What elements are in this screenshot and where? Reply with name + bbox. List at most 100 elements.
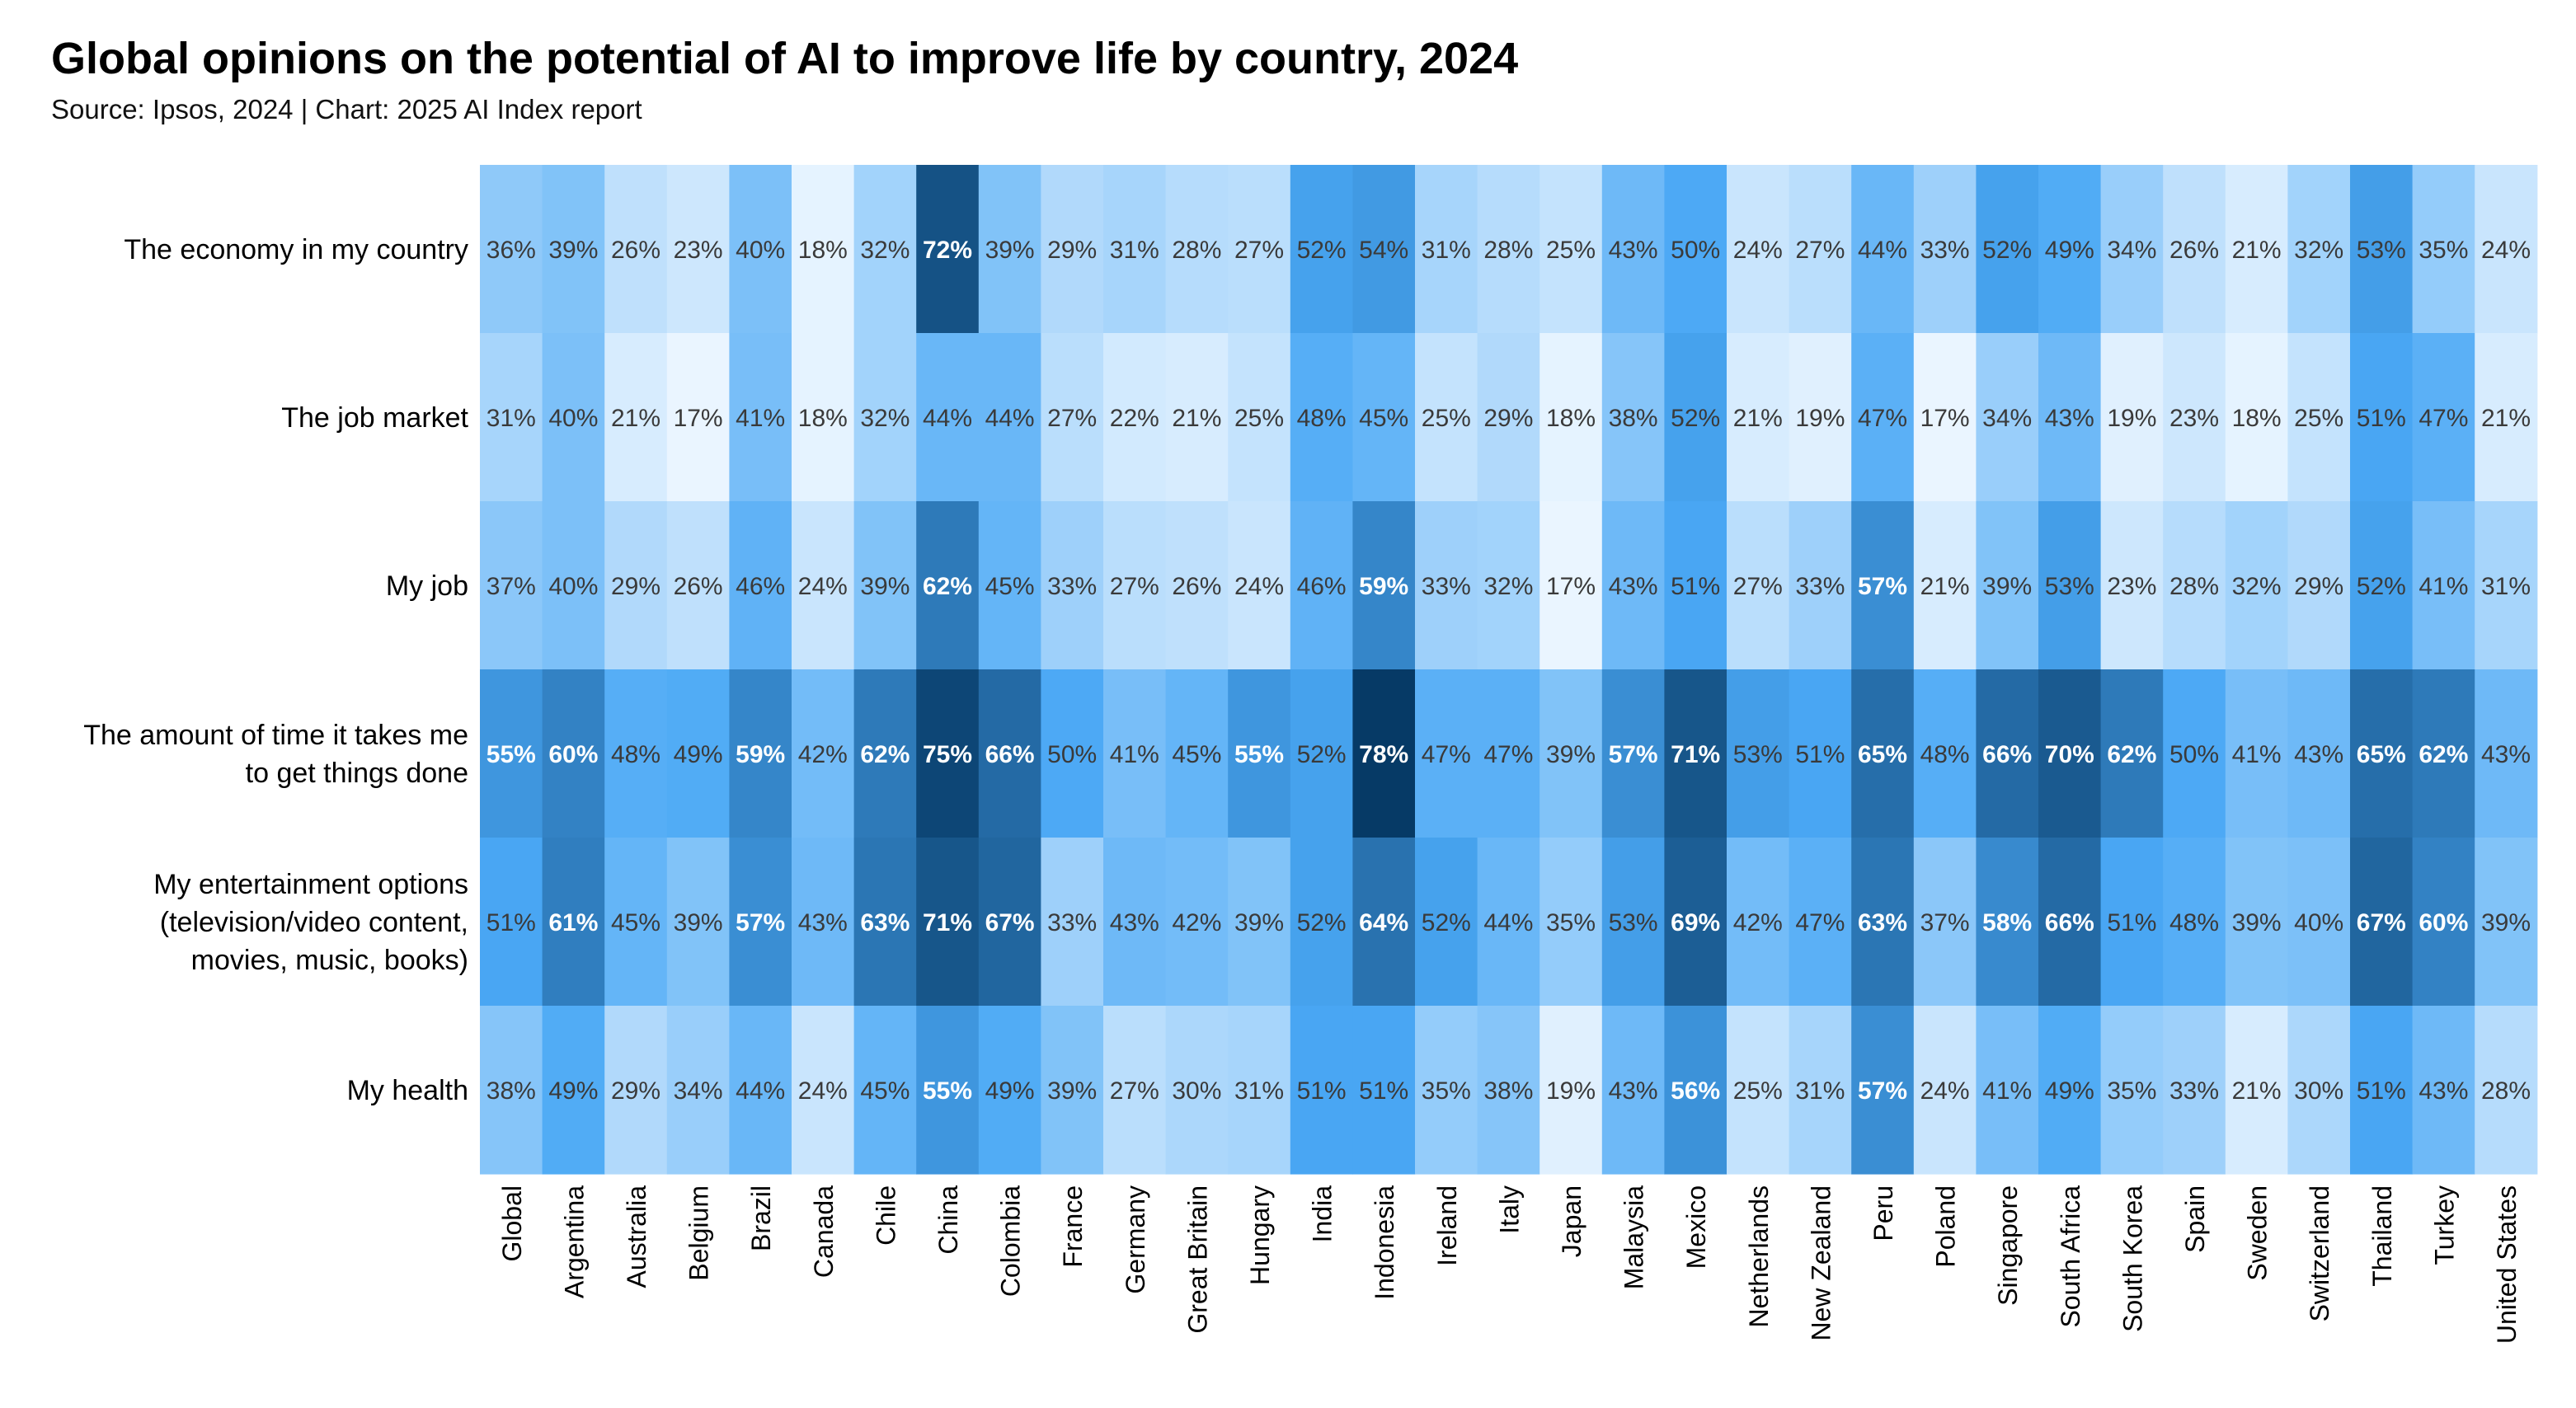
heatmap-cell <box>1228 838 1291 1007</box>
heatmap-cell <box>1789 669 1852 838</box>
heatmap-cell <box>1976 501 2039 670</box>
cell-value-label: 41% <box>2419 573 2468 600</box>
heatmap-cell <box>1601 501 1665 670</box>
column-label: India <box>1308 1185 1337 1243</box>
cell-value-label: 53% <box>2357 237 2406 264</box>
column-label: South Korea <box>2118 1185 2147 1332</box>
heatmap-cell <box>2287 1006 2351 1175</box>
cell-value-label: 63% <box>860 909 910 936</box>
heatmap-cell <box>1851 333 1915 502</box>
heatmap-cell <box>1539 165 1603 334</box>
cell-value-label: 43% <box>2481 741 2531 768</box>
heatmap-cell <box>2038 1006 2102 1175</box>
heatmap-cell <box>1976 333 2039 502</box>
cell-value-label: 27% <box>1047 405 1097 432</box>
heatmap-cell <box>1415 838 1478 1007</box>
heatmap-cell <box>2038 333 2102 502</box>
heatmap-cell <box>666 333 730 502</box>
cell-value-label: 57% <box>736 909 785 936</box>
cell-value-label: 45% <box>1359 405 1408 432</box>
heatmap-cell <box>1415 669 1478 838</box>
heatmap-cell <box>1041 501 1104 670</box>
heatmap-cell <box>1415 1006 1478 1175</box>
heatmap-cell <box>1228 1006 1291 1175</box>
cell-value-label: 49% <box>548 1077 598 1105</box>
cell-value-label: 66% <box>1982 741 2032 768</box>
heatmap-cell <box>2412 1006 2475 1175</box>
heatmap-cell <box>1913 501 1977 670</box>
cell-value-label: 60% <box>548 741 598 768</box>
column-label: France <box>1058 1185 1088 1268</box>
column-label: Great Britain <box>1182 1185 1212 1334</box>
heatmap-cell <box>729 501 792 670</box>
heatmap-cell <box>1664 838 1728 1007</box>
cell-value-label: 57% <box>1609 741 1658 768</box>
heatmap-cell <box>792 669 855 838</box>
heatmap-cell <box>1041 669 1104 838</box>
heatmap-cell <box>2163 165 2226 334</box>
cell-value-label: 45% <box>860 1077 910 1105</box>
column-label: Turkey <box>2429 1185 2459 1265</box>
cell-value-label: 25% <box>2294 405 2343 432</box>
cell-value-label: 34% <box>674 1077 723 1105</box>
heatmap-cell <box>1664 501 1728 670</box>
heatmap-cell <box>978 333 1041 502</box>
heatmap-cell <box>2225 669 2288 838</box>
cell-value-label: 28% <box>1483 237 1533 264</box>
cell-value-label: 21% <box>2232 1077 2282 1105</box>
heatmap-cell <box>2475 838 2538 1007</box>
cell-value-label: 40% <box>548 405 598 432</box>
column-label: Spain <box>2180 1185 2210 1253</box>
row-label: My health <box>347 1075 468 1106</box>
cell-value-label: 44% <box>1483 909 1533 936</box>
heatmap-cell <box>2475 333 2538 502</box>
cell-value-label: 39% <box>860 573 910 600</box>
column-label: Japan <box>1557 1185 1586 1257</box>
cell-value-label: 36% <box>487 237 536 264</box>
heatmap-cell <box>1228 501 1291 670</box>
cell-value-label: 30% <box>2294 1077 2343 1105</box>
cell-value-label: 29% <box>2294 573 2343 600</box>
heatmap-cell <box>1851 838 1915 1007</box>
cell-value-label: 24% <box>798 1077 848 1105</box>
chart-title: Global opinions on the potential of AI t… <box>51 34 1519 83</box>
cell-value-label: 32% <box>2232 573 2282 600</box>
cell-value-label: 61% <box>548 909 598 936</box>
heatmap-cell <box>916 669 980 838</box>
heatmap-cell <box>1290 1006 1353 1175</box>
cell-value-label: 42% <box>1733 909 1783 936</box>
heatmap-cell <box>1601 165 1665 334</box>
heatmap-cell <box>2412 165 2475 334</box>
heatmap-cell <box>1789 333 1852 502</box>
cell-value-label: 25% <box>1546 237 1596 264</box>
heatmap-cell <box>2287 838 2351 1007</box>
cell-value-label: 47% <box>1858 405 1907 432</box>
heatmap-cell <box>1789 1006 1852 1175</box>
cell-value-label: 44% <box>736 1077 785 1105</box>
heatmap-cell <box>666 501 730 670</box>
cell-value-label: 47% <box>1483 741 1533 768</box>
column-label: Thailand <box>2367 1185 2397 1287</box>
cell-value-label: 48% <box>1920 741 1970 768</box>
cell-value-label: 24% <box>1733 237 1783 264</box>
cell-value-label: 75% <box>923 741 972 768</box>
cell-value-label: 55% <box>487 741 536 768</box>
cell-value-label: 25% <box>1733 1077 1783 1105</box>
heatmap-cell <box>1352 669 1416 838</box>
cell-value-label: 17% <box>1920 405 1970 432</box>
heatmap-cell <box>1477 501 1540 670</box>
cell-value-label: 35% <box>1546 909 1596 936</box>
heatmap-cell <box>1352 333 1416 502</box>
heatmap-cell <box>792 165 855 334</box>
cell-value-label: 29% <box>1483 405 1533 432</box>
heatmap-cell <box>1913 669 1977 838</box>
heatmap-cell <box>2475 165 2538 334</box>
heatmap-cell <box>853 669 917 838</box>
cell-value-label: 59% <box>736 741 785 768</box>
heatmap-cell <box>1539 333 1603 502</box>
heatmap-cell <box>2100 838 2164 1007</box>
cell-value-label: 42% <box>1172 909 1221 936</box>
heatmap-cell <box>2038 669 2102 838</box>
row-label: (television/video content, <box>160 907 468 938</box>
cell-value-label: 21% <box>1920 573 1970 600</box>
